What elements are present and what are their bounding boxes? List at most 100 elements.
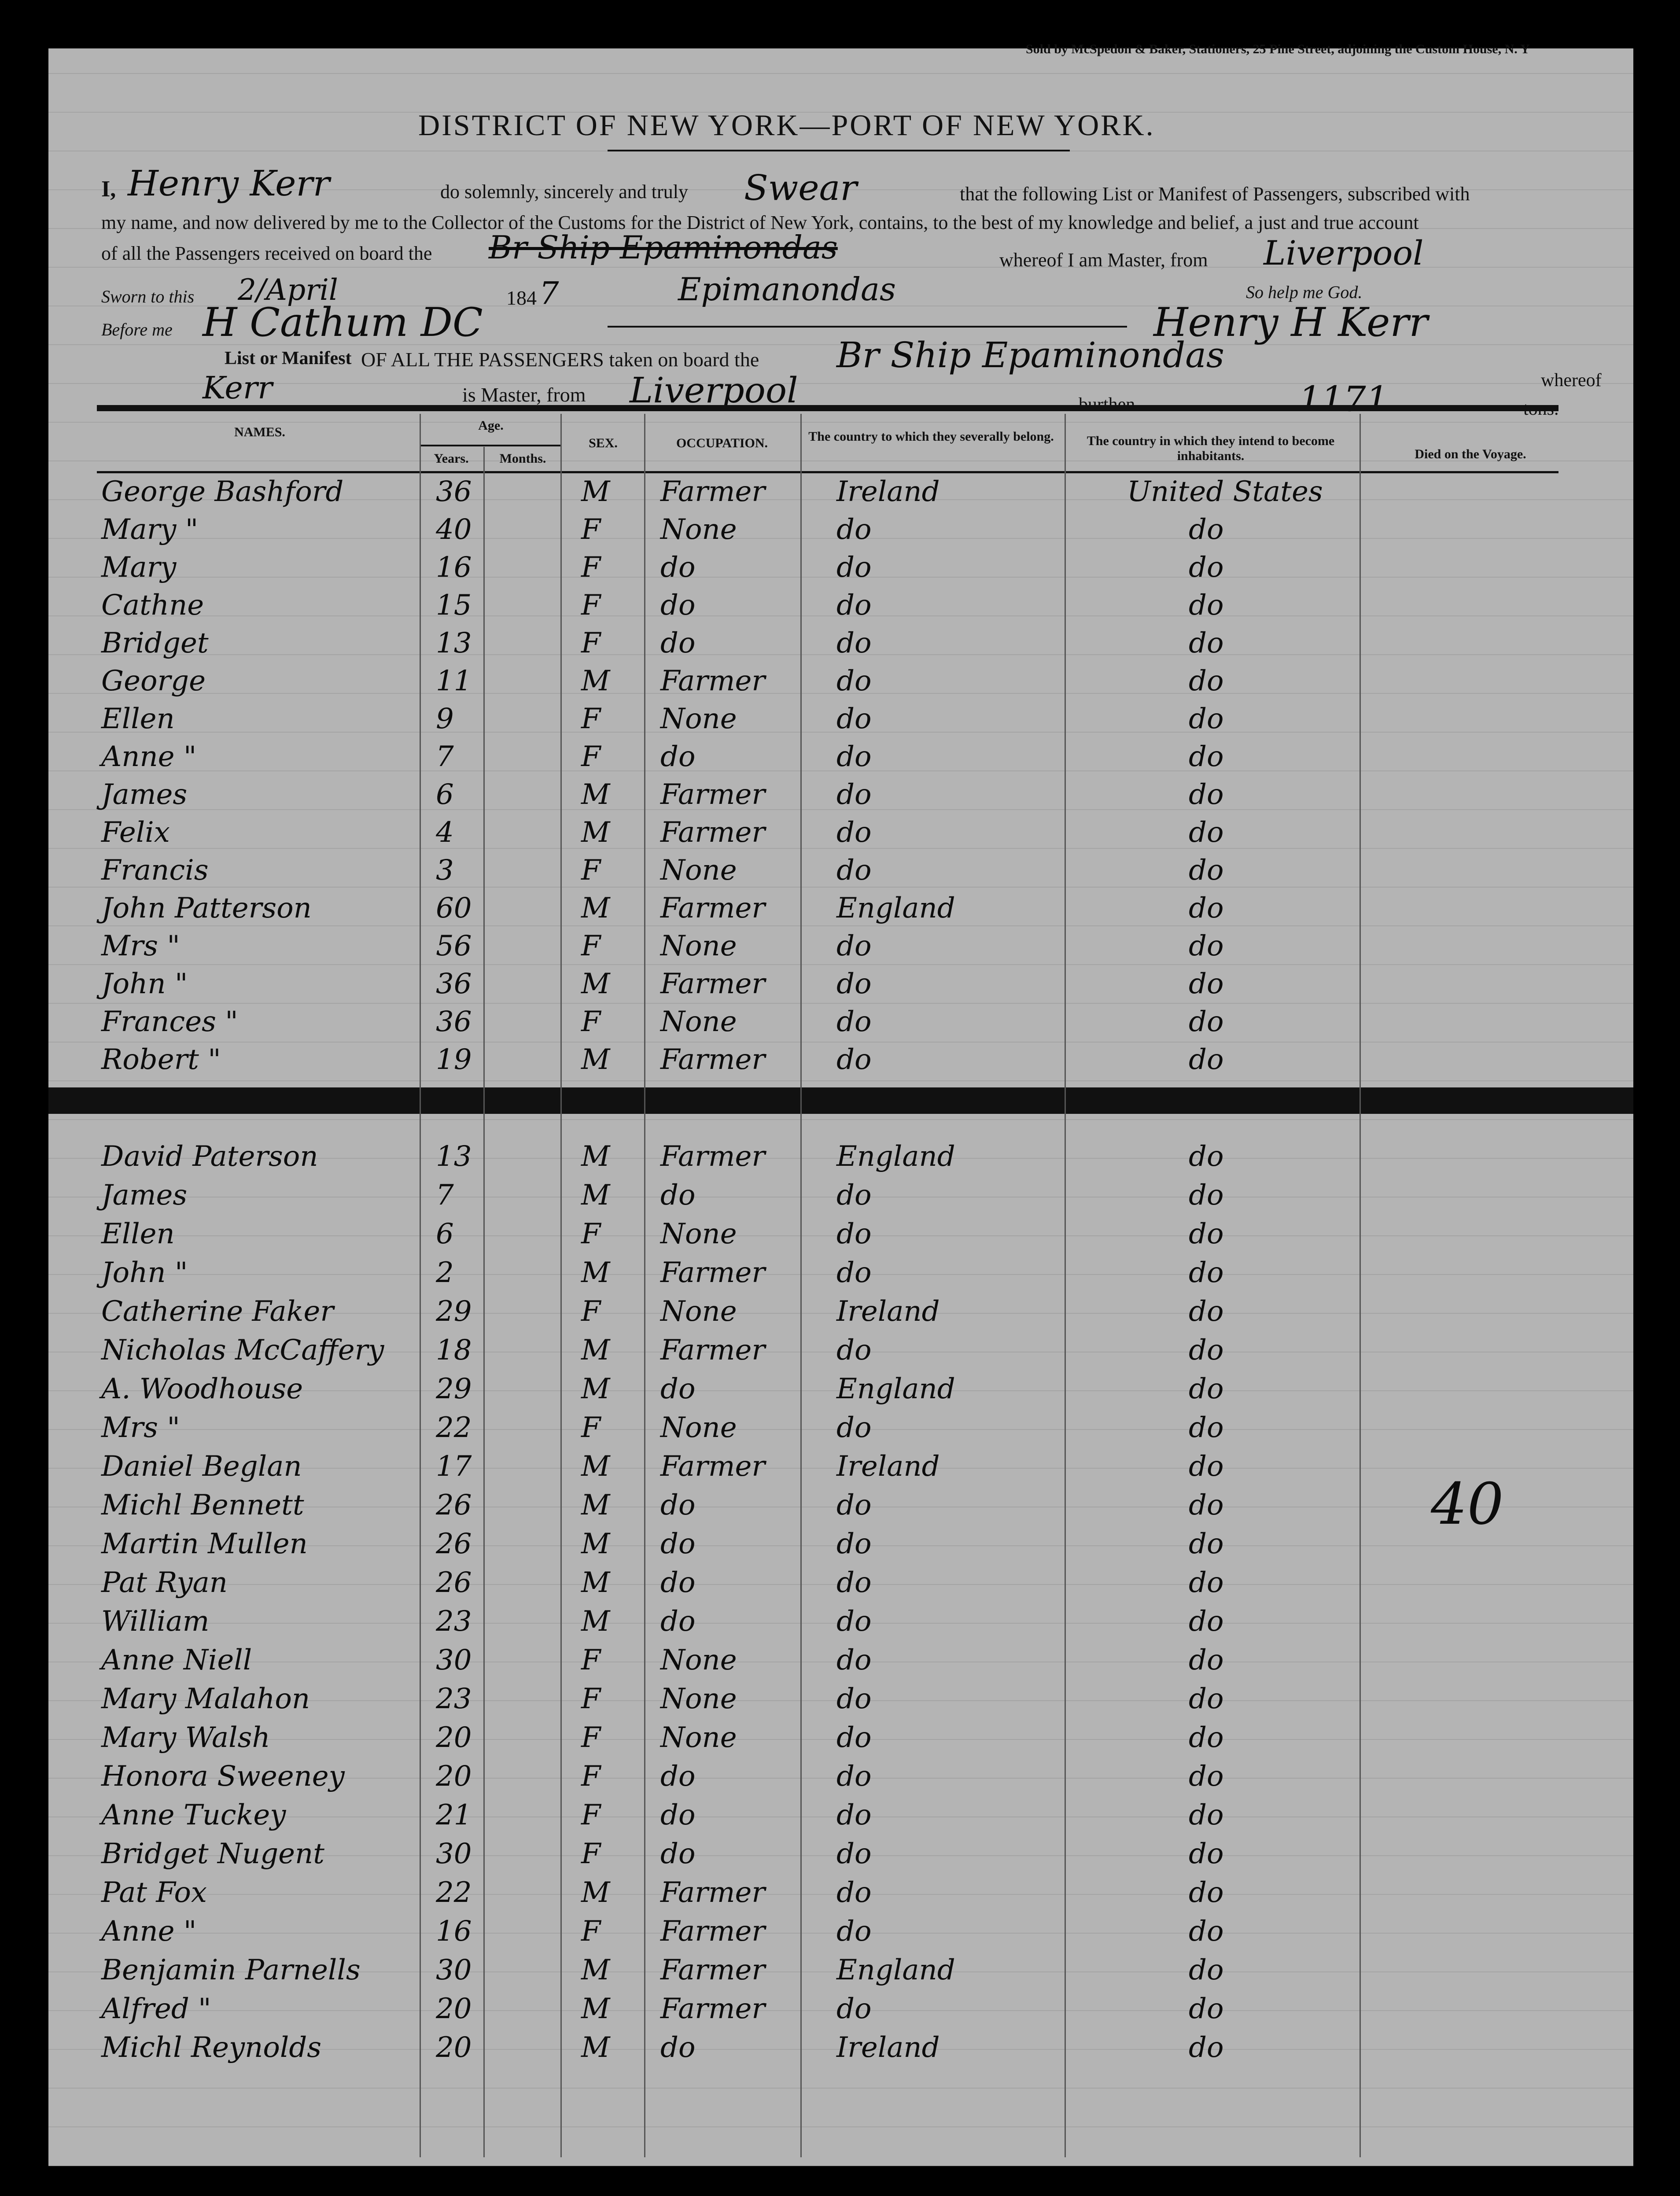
passenger-country-intend: do (1189, 1006, 1224, 1038)
oath-text: whereof I am Master, from (999, 249, 1208, 271)
passenger-name: Bridget (101, 627, 209, 660)
fold-crease (48, 1087, 1633, 1114)
passenger-occupation: do (660, 1838, 696, 1870)
table-header-rule (97, 471, 1558, 473)
passenger-name: Alfred " (101, 1993, 211, 2025)
passenger-country-intend: do (1189, 741, 1224, 773)
passenger-name: Anne " (101, 1915, 197, 1948)
passenger-country-intend: United States (1127, 475, 1323, 508)
passenger-country-intend: do (1189, 930, 1224, 962)
stationer-imprint: Sold by McSpedon & Baker, Stationers, 25… (1026, 42, 1530, 56)
passenger-occupation: Farmer (660, 1256, 765, 1289)
passenger-country-belong: do (836, 513, 872, 546)
passenger-country-intend: do (1189, 1295, 1224, 1328)
passenger-name: John " (101, 968, 188, 1000)
passenger-country-intend: do (1189, 1799, 1224, 1831)
passenger-occupation: None (660, 1295, 737, 1328)
table-top-rule (97, 405, 1558, 411)
passenger-occupation: None (660, 703, 737, 735)
passenger-occupation: Farmer (660, 1140, 765, 1173)
passenger-country-intend: do (1189, 1838, 1224, 1870)
passenger-country-belong: do (836, 930, 872, 962)
master-name: Henry Kerr (128, 163, 330, 204)
passenger-sex: F (581, 1006, 601, 1038)
passenger-occupation: do (660, 1760, 696, 1793)
column-divider (560, 414, 562, 2157)
passenger-country-intend: do (1189, 1993, 1224, 2025)
passenger-name: Bridget Nugent (101, 1838, 324, 1870)
passenger-country-intend: do (1189, 1450, 1224, 1483)
passenger-country-belong: do (836, 1043, 872, 1076)
passenger-country-belong: do (836, 703, 872, 735)
passenger-sex: M (581, 2031, 610, 2064)
passenger-sex: F (581, 854, 601, 887)
passenger-age: 13 (436, 1140, 472, 1173)
margin-note: 40 (1431, 1470, 1504, 1537)
passenger-name: Mary Walsh (101, 1721, 270, 1754)
column-divider (483, 447, 485, 2157)
passenger-sex: F (581, 930, 601, 962)
passenger-name: Mary (101, 551, 177, 584)
passenger-name: Anne Niell (101, 1644, 252, 1676)
passenger-name: Catherine Faker (101, 1295, 334, 1328)
passenger-country-belong: do (836, 1605, 872, 1638)
oath-text: I, (101, 177, 116, 202)
year-written: 7 (539, 275, 559, 311)
passenger-occupation: None (660, 1721, 737, 1754)
passenger-country-belong: England (836, 1954, 955, 1986)
passenger-sex: F (581, 1838, 601, 1870)
signature-rule (608, 326, 1127, 328)
passenger-age: 30 (436, 1954, 472, 1986)
port-from: Liverpool (1264, 233, 1424, 273)
passenger-age: 22 (436, 1411, 472, 1444)
passenger-country-belong: do (836, 741, 872, 773)
ship-name-correction: Epimanondas (678, 271, 896, 308)
passenger-country-belong: Ireland (836, 475, 940, 508)
passenger-occupation: do (660, 1489, 696, 1522)
passenger-age: 20 (436, 1760, 472, 1793)
passenger-age: 2 (436, 1256, 454, 1289)
passenger-name: James (101, 1179, 188, 1212)
passenger-country-intend: do (1189, 854, 1224, 887)
passenger-age: 20 (436, 1721, 472, 1754)
passenger-country-intend: do (1189, 589, 1224, 622)
column-divider (644, 414, 645, 2157)
passenger-country-belong: do (836, 1760, 872, 1793)
passenger-sex: M (581, 1528, 610, 1560)
passenger-age: 60 (436, 892, 472, 925)
passenger-age: 30 (436, 1644, 472, 1676)
list-label: List or Manifest (225, 348, 352, 368)
passenger-country-intend: do (1189, 2031, 1224, 2064)
passenger-sex: F (581, 703, 601, 735)
passenger-occupation: None (660, 930, 737, 962)
passenger-country-intend: do (1189, 816, 1224, 849)
passenger-age: 19 (436, 1043, 472, 1076)
passenger-country-intend: do (1189, 1256, 1224, 1289)
passenger-age: 29 (436, 1295, 472, 1328)
title-rule (608, 150, 1070, 151)
passenger-age: 17 (436, 1450, 472, 1483)
passenger-occupation: do (660, 589, 696, 622)
passenger-age: 22 (436, 1876, 472, 1909)
passenger-sex: M (581, 1043, 610, 1076)
passenger-country-belong: do (836, 1644, 872, 1676)
passenger-country-belong: do (836, 1721, 872, 1754)
passenger-occupation: do (660, 1799, 696, 1831)
col-names: NAMES. (234, 425, 285, 439)
passenger-sex: M (581, 1876, 610, 1909)
passenger-name: James (101, 778, 188, 811)
passenger-sex: F (581, 1760, 601, 1793)
passenger-age: 4 (436, 816, 454, 849)
passenger-name: Mrs " (101, 930, 180, 962)
passenger-name: John Patterson (101, 892, 312, 925)
passenger-sex: F (581, 1411, 601, 1444)
passenger-country-belong: England (836, 892, 955, 925)
passenger-country-belong: do (836, 1334, 872, 1367)
passenger-country-intend: do (1189, 1683, 1224, 1715)
passenger-age: 40 (436, 513, 472, 546)
passenger-sex: M (581, 665, 610, 697)
whereof-text: whereof (1541, 370, 1602, 391)
col-years: Years. (434, 451, 469, 466)
passenger-sex: F (581, 1799, 601, 1831)
passenger-name: Ellen (101, 1218, 175, 1250)
